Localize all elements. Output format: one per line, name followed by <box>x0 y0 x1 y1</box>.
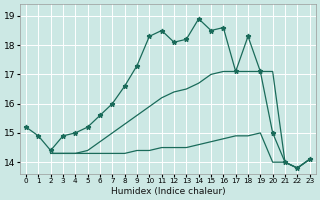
X-axis label: Humidex (Indice chaleur): Humidex (Indice chaleur) <box>110 187 225 196</box>
